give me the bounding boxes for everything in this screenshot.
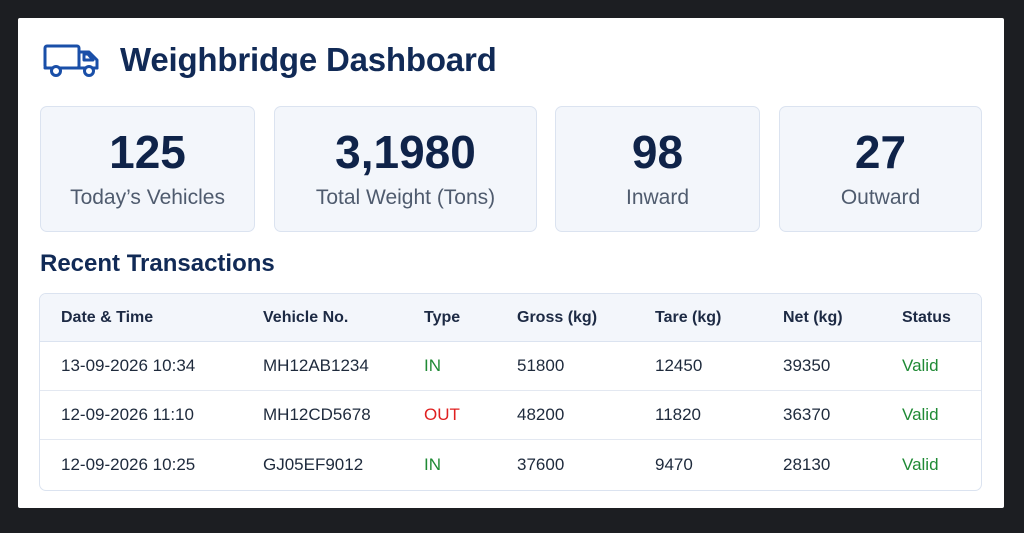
stat-label: Inward — [625, 186, 690, 209]
table-header: Date & Time Vehicle No. Type Gross (kg) … — [40, 294, 981, 342]
transactions-table: Date & Time Vehicle No. Type Gross (kg) … — [39, 293, 982, 491]
column-header-gross: Gross (kg) — [517, 308, 598, 326]
table-row[interactable]: 13-09-2026 10:34 MH12AB1234 IN 51800 124… — [40, 342, 981, 391]
table-row[interactable]: 12-09-2026 11:10 MH12CD5678 OUT 48200 11… — [40, 391, 981, 440]
page-title: Weighbridge Dashboard — [120, 41, 497, 78]
stat-value: 125 — [109, 126, 186, 178]
column-header-status: Status — [902, 308, 951, 326]
column-header-net: Net (kg) — [783, 308, 843, 326]
stat-value: 27 — [854, 126, 907, 178]
dashboard-screen: Weighbridge Dashboard 125 Today’s Vehicl… — [18, 18, 1004, 508]
column-header-type: Type — [424, 308, 461, 326]
cell-tare: 12450 — [655, 356, 703, 375]
stat-card-inward[interactable]: 98 Inward — [555, 106, 760, 232]
cell-datetime: 12-09-2026 11:10 — [61, 405, 194, 424]
cell-net: 36370 — [783, 405, 831, 424]
cell-vehicle: MH12CD5678 — [263, 405, 371, 424]
stat-value: 3,1980 — [335, 126, 476, 178]
cell-vehicle: MH12AB1234 — [263, 356, 369, 375]
cell-gross: 51800 — [517, 356, 565, 375]
stat-value: 98 — [631, 126, 684, 178]
cell-type: OUT — [424, 405, 460, 424]
cell-status: Valid — [902, 454, 939, 474]
stat-card-todays-vehicles[interactable]: 125 Today’s Vehicles — [40, 106, 255, 232]
cell-datetime: 12-09-2026 10:25 — [61, 454, 196, 474]
column-header-tare: Tare (kg) — [655, 308, 722, 326]
stat-cards: 125 Today’s Vehicles 3,1980 Total Weight… — [18, 106, 1004, 232]
page-header: Weighbridge Dashboard — [42, 40, 497, 80]
stat-label: Today’s Vehicles — [70, 186, 225, 209]
cell-status: Valid — [902, 405, 939, 424]
cell-type: IN — [424, 356, 441, 375]
stat-label: Outward — [840, 186, 921, 209]
table-row[interactable]: 12-09-2026 10:25 GJ05EF9012 IN 37600 947… — [40, 440, 981, 489]
column-header-date-time: Date & Time — [61, 308, 154, 326]
cell-gross: 48200 — [517, 405, 565, 424]
cell-status: Valid — [902, 356, 939, 375]
cell-net: 39350 — [783, 356, 831, 375]
stat-label: Total Weight (Tons) — [315, 186, 496, 209]
cell-gross: 37600 — [517, 454, 565, 474]
stat-card-outward[interactable]: 27 Outward — [779, 106, 982, 232]
cell-type: IN — [424, 454, 441, 474]
cell-tare: 9470 — [655, 454, 693, 474]
section-title-recent-transactions: Recent Transactions — [40, 250, 275, 277]
stat-card-total-weight[interactable]: 3,1980 Total Weight (Tons) — [274, 106, 537, 232]
cell-vehicle: GJ05EF9012 — [263, 454, 364, 474]
cell-datetime: 13-09-2026 10:34 — [61, 356, 196, 375]
cell-net: 28130 — [783, 454, 831, 474]
column-header-vehicle: Vehicle No. — [263, 308, 349, 326]
cell-tare: 11820 — [655, 405, 702, 424]
truck-icon — [43, 44, 99, 77]
